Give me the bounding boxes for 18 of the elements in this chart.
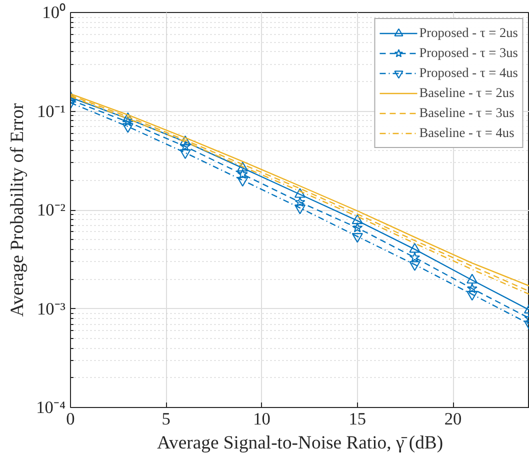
y-axis-title: Average Probability of Error — [7, 102, 28, 317]
x-tick-label: 10 — [253, 410, 270, 428]
legend-label: Baseline - τ = 3us — [419, 105, 514, 121]
legend-label: Proposed - τ = 3us — [419, 45, 518, 61]
x-tick-label: 15 — [348, 410, 366, 428]
x-tick-label: 20 — [444, 410, 462, 428]
y-tick-label: 10⁻³ — [36, 299, 66, 318]
legend-label: Proposed - τ = 4us — [419, 65, 518, 81]
y-tick-label: 10⁻¹ — [36, 102, 66, 121]
x-tick-label: 5 — [162, 410, 170, 428]
legend-label: Proposed - τ = 2us — [419, 25, 518, 41]
legend-label: Baseline - τ = 2us — [419, 85, 514, 101]
y-tick-label: 10⁰ — [42, 3, 66, 22]
y-tick-label: 10⁻⁴ — [36, 398, 66, 417]
y-tick-label: 10⁻² — [36, 200, 66, 220]
x-tick-label: 0 — [66, 410, 75, 428]
legend-label: Baseline - τ = 4us — [419, 125, 514, 141]
x-axis-title: Average Signal-to-Noise Ratio, γ̄ (dB) — [156, 432, 444, 454]
